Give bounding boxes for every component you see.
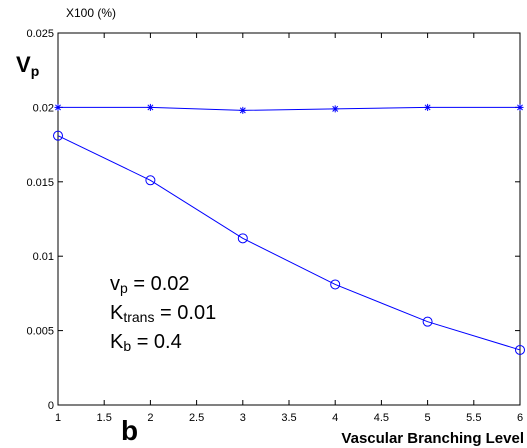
x-tick-label: 5.5 — [466, 412, 481, 424]
plot-area — [57, 32, 521, 406]
axis-ticks: 1 1.5 2 2.5 3 3.5 4 4.5 5 5.5 6 0 0.005 0.01 0.015 0.02… — [26, 28, 523, 424]
x-tick-label: 1 — [55, 412, 61, 424]
y-tick-label: 0.025 — [26, 28, 54, 40]
annotation-kb-main: K — [110, 331, 124, 353]
x-tick-label: 6 — [517, 412, 523, 424]
data-point-circle — [515, 344, 525, 355]
y-axis-multiplier: X100 (%) — [66, 6, 116, 20]
x-tick-label: 3.5 — [281, 412, 296, 424]
data-point-circle — [145, 175, 156, 186]
y-axis-label: Vp — [16, 52, 39, 79]
series-circle — [53, 130, 525, 355]
annotation-ktrans-value: = 0.01 — [154, 302, 216, 324]
series-line — [57, 135, 521, 351]
annotation-line-kb: Kb = 0.4 — [110, 331, 182, 354]
x-tick-label: 2.5 — [189, 412, 204, 424]
y-tick-label: 0 — [48, 400, 54, 412]
y-tick-label: 0.02 — [33, 102, 54, 114]
x-tick-label: 4 — [332, 412, 338, 424]
y-tick-label: 0.015 — [26, 177, 54, 189]
annotation-kb-value: = 0.4 — [131, 331, 182, 353]
series-layer — [53, 103, 525, 355]
y-axis-label-sub: p — [31, 63, 40, 79]
series-star — [54, 103, 524, 114]
data-point-circle — [237, 233, 248, 244]
annotation-ktrans-sub: trans — [123, 309, 154, 325]
x-tick-label: 1.5 — [97, 412, 112, 424]
data-point-star — [516, 103, 524, 111]
y-tick-label: 0.01 — [33, 251, 54, 263]
y-axis-label-main: V — [16, 52, 31, 77]
annotation-vp-main: v — [110, 273, 120, 295]
x-tick-label: 5 — [425, 412, 431, 424]
data-point-star — [239, 106, 247, 114]
annotation-line-ktrans: Ktrans = 0.01 — [110, 302, 216, 325]
data-point-circle — [330, 279, 341, 290]
annotation-vp-sub: p — [120, 280, 128, 296]
panel-label: b — [121, 415, 138, 446]
y-tick-label: 0.005 — [26, 326, 54, 338]
data-point-circle — [53, 130, 63, 141]
data-point-star — [146, 103, 154, 111]
annotation-vp-value: = 0.02 — [128, 273, 190, 295]
x-tick-label: 3 — [240, 412, 246, 424]
data-point-star — [424, 103, 432, 111]
annotation-kb-sub: b — [123, 338, 131, 354]
data-point-star — [54, 103, 62, 111]
annotation-line-vp: vp = 0.02 — [110, 273, 190, 296]
annotation-ktrans-main: K — [110, 302, 124, 324]
data-point-star — [331, 105, 339, 113]
x-axis-label: Vascular Branching Level — [341, 430, 524, 447]
x-tick-label: 2 — [147, 412, 153, 424]
x-tick-label: 4.5 — [374, 412, 389, 424]
parameter-annotation: vp = 0.02 Ktrans = 0.01 Kb = 0.4 — [110, 273, 216, 354]
data-point-circle — [422, 316, 433, 327]
series-line — [58, 106, 520, 111]
